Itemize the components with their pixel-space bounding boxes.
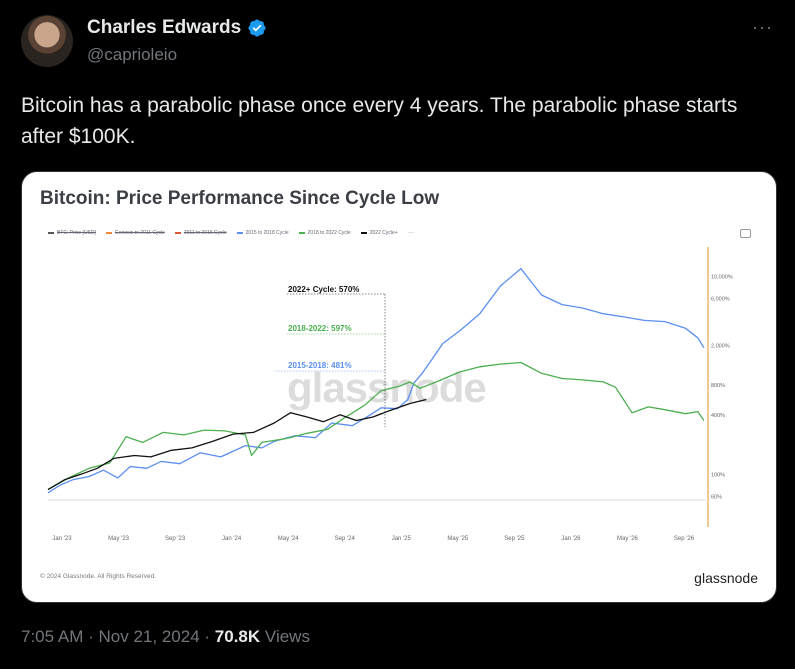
- legend-label: 2022 Cycle+: [369, 230, 398, 236]
- x-tick-label: Jan '23: [52, 536, 72, 542]
- x-tick-label: May '24: [278, 536, 299, 542]
- tweet-text: Bitcoin has a parabolic phase once every…: [21, 94, 738, 148]
- legend-swatch: [360, 232, 367, 234]
- chart-title: Bitcoin: Price Performance Since Cycle L…: [40, 188, 440, 209]
- x-tick-label: May '25: [447, 536, 468, 542]
- x-tick-label: May '23: [108, 536, 129, 542]
- views-count: 70.8K: [214, 627, 261, 646]
- legend-item[interactable]: 2015 to 2018 Cycle: [236, 230, 289, 236]
- x-tick-label: Sep '23: [165, 536, 186, 542]
- price-performance-chart: 10,000% 6,000% 2,000% 800% 400% 100% 60% Jan '2…: [47, 247, 733, 542]
- x-tick-label: Jan '26: [561, 536, 581, 542]
- legend-swatch: [298, 232, 305, 234]
- y-tick-label: 60%: [711, 494, 722, 500]
- x-tick-label: Jan '24: [222, 536, 242, 542]
- legend-swatch: [236, 232, 243, 234]
- author-name-row: Charles Edwards: [87, 17, 267, 39]
- tweet-footer: 7:05 AM · Nov 21, 2024 · 70.8K Views: [21, 627, 310, 647]
- legend-label: 2015 to 2018 Cycle: [245, 230, 289, 236]
- legend-label: 2011 to 2015 Cycle: [183, 230, 227, 236]
- legend-item[interactable]: 2018 to 2022 Cycle: [298, 230, 351, 236]
- tweet-time[interactable]: 7:05 AM: [21, 627, 84, 646]
- x-tick-label: Sep '26: [674, 536, 695, 542]
- separator-dot: ·: [88, 627, 94, 646]
- annotation-label: 2022+ Cycle: 570%: [288, 285, 359, 294]
- chart-image-card[interactable]: Bitcoin: Price Performance Since Cycle L…: [21, 171, 777, 603]
- series-line-3: [47, 398, 427, 491]
- author-avatar[interactable]: [21, 15, 73, 67]
- separator-dot: ·: [204, 627, 211, 646]
- tweet-date[interactable]: Nov 21, 2024: [98, 627, 200, 646]
- chart-copyright: © 2024 Glassnode. All Rights Reserved.: [40, 573, 157, 580]
- series-line-1: [47, 267, 705, 494]
- y-tick-label: 2,000%: [711, 344, 730, 350]
- x-tick-label: Sep '24: [335, 536, 356, 542]
- legend-item[interactable]: BTC: Price [USD]: [48, 230, 96, 236]
- y-tick-label: 400%: [711, 413, 725, 419]
- verified-badge-icon: [248, 19, 266, 37]
- legend-more: ····: [407, 230, 415, 236]
- legend-label: BTC: Price [USD]: [57, 230, 96, 236]
- camera-icon: [740, 229, 751, 238]
- legend-swatch: [174, 232, 181, 234]
- y-tick-label: 6,000%: [711, 296, 730, 302]
- y-tick-label: 800%: [711, 383, 725, 389]
- glassnode-logo: glassnode: [694, 570, 758, 586]
- legend-label: 2018 to 2022 Cycle: [307, 230, 351, 236]
- author-handle[interactable]: @caprioleio: [87, 45, 178, 64]
- annotation-label: 2018-2022: 597%: [288, 324, 352, 333]
- x-tick-label: May '26: [617, 536, 638, 542]
- legend-swatch: [105, 232, 112, 234]
- series-line-2: [47, 361, 705, 491]
- legend-item[interactable]: Genesis to 2011 Cycle: [105, 230, 165, 236]
- x-tick-label: Sep '25: [504, 536, 525, 542]
- more-options-icon[interactable]: ···: [752, 17, 773, 37]
- views-label: Views: [264, 627, 310, 646]
- legend-label: Genesis to 2011 Cycle: [114, 230, 165, 236]
- author-name[interactable]: Charles Edwards: [87, 17, 242, 38]
- chart-legend: BTC: Price [USD] Genesis to 2011 Cycle 201…: [48, 230, 414, 236]
- legend-item[interactable]: 2022 Cycle+: [360, 230, 398, 236]
- chart-watermark: glassnode: [287, 364, 487, 411]
- y-tick-label: 10,000%: [711, 274, 733, 280]
- x-tick-label: Jan '25: [392, 536, 412, 542]
- legend-item[interactable]: 2011 to 2015 Cycle: [174, 230, 227, 236]
- annotation-label: 2015-2018: 481%: [288, 361, 352, 370]
- y-tick-label: 100%: [711, 472, 725, 478]
- legend-swatch: [48, 232, 54, 234]
